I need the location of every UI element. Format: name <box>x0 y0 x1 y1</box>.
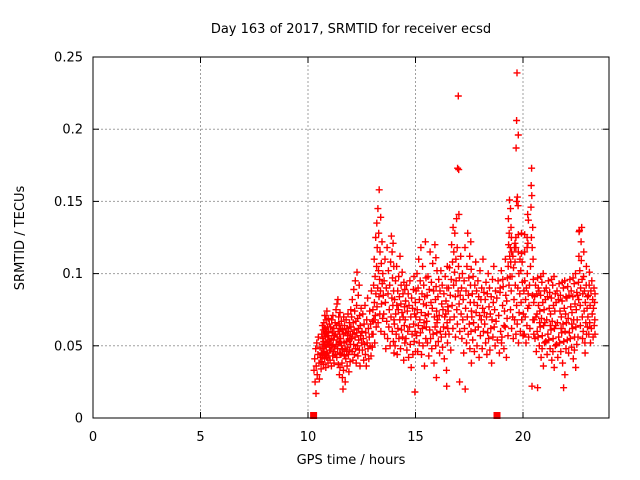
y-tick-label: 0 <box>75 412 83 427</box>
chart-title: Day 163 of 2017, SRMTID for receiver ecs… <box>211 22 491 37</box>
x-tick-label: 0 <box>89 430 97 445</box>
y-tick-label: 0.05 <box>54 339 83 354</box>
x-tick-label: 5 <box>196 430 204 445</box>
y-tick-label: 0.2 <box>62 123 83 138</box>
x-tick-label: 10 <box>300 430 317 445</box>
x-axis-label: GPS time / hours <box>297 453 406 468</box>
plot-border <box>92 56 610 419</box>
axes <box>92 56 610 419</box>
axis-marker-square <box>310 412 318 419</box>
axis-marker-square <box>493 412 501 419</box>
series-plus-markers <box>310 69 599 397</box>
data-points <box>310 69 599 419</box>
y-tick-label: 0.15 <box>54 195 83 210</box>
y-tick-label: 0.25 <box>54 51 83 66</box>
y-axis-label: SRMTID / TECUs <box>13 186 28 291</box>
x-tick-label: 15 <box>407 430 424 445</box>
y-tick-label: 0.1 <box>62 267 83 282</box>
tick-labels: 0 5 10 15 20 0 0.05 0.1 0.15 0.2 0.25 <box>54 51 531 446</box>
x-tick-label: 20 <box>515 430 532 445</box>
